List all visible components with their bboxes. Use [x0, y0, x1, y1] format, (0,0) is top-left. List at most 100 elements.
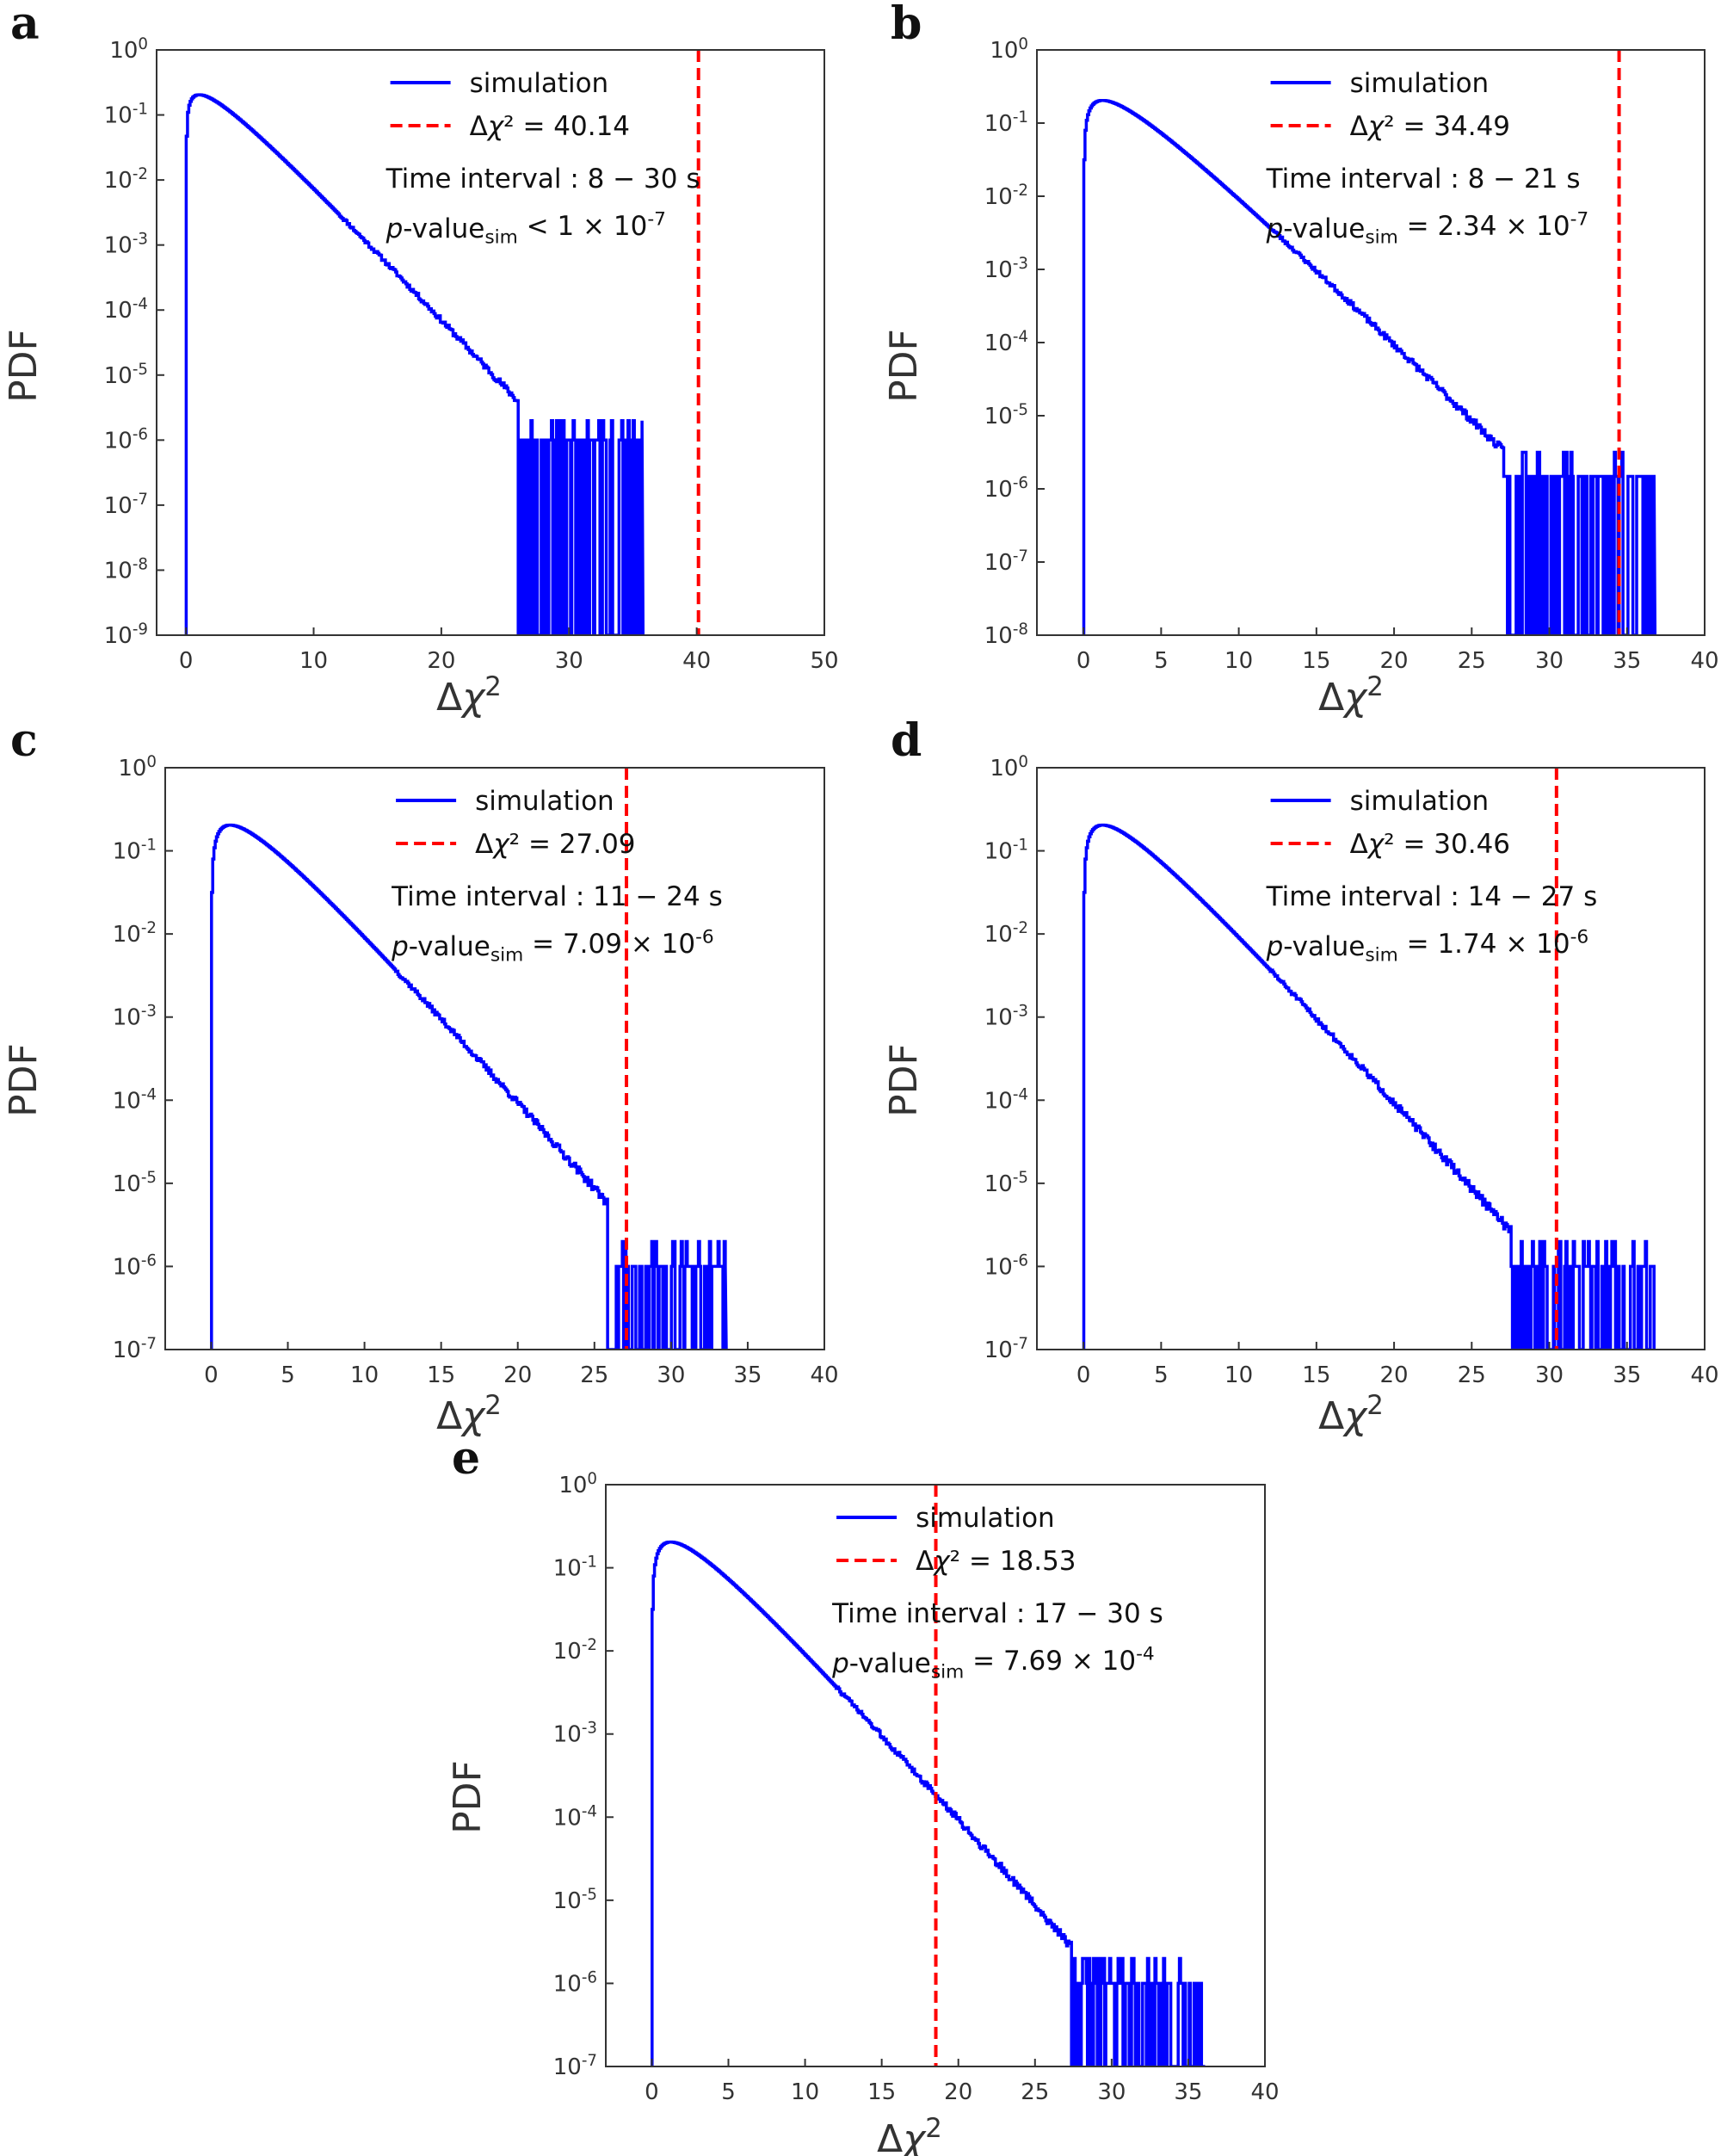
y-axis-label: PDF [2, 329, 46, 403]
y-tick-label: 10-8 [104, 555, 148, 584]
legend-pvalue-text: p-valuesim < 1 × 10-7 [386, 208, 666, 248]
y-axis-label: PDF [446, 1760, 490, 1834]
x-tick-label: 25 [580, 1362, 608, 1388]
x-tick-label: 0 [1076, 1362, 1091, 1388]
y-tick-label: 10-3 [984, 1003, 1028, 1031]
chart-panel-e: e 0 5 10 15 20 25 30 35 40 10-7 10-6 10-5 10-4 10-3 10-… [446, 1432, 1280, 2156]
simulation-series-line [1082, 98, 1657, 635]
x-tick-label: 20 [503, 1362, 532, 1388]
y-tick-label: 10-3 [113, 1003, 157, 1031]
panel-label: c [10, 714, 38, 767]
y-tick-label: 10-6 [984, 1251, 1028, 1280]
x-axis-label: Δχ2 [1318, 671, 1384, 720]
x-tick-label: 35 [1174, 2079, 1202, 2105]
legend-observed-label: Δχ² = 18.53 [916, 1546, 1076, 1577]
y-axis-label: PDF [882, 329, 926, 403]
legend-interval-text: Time interval : 14 − 27 s [1266, 881, 1598, 912]
x-tick-label: 30 [555, 648, 583, 674]
x-axis-label: Δχ2 [1318, 1390, 1384, 1438]
x-tick-label: 30 [1535, 648, 1564, 674]
y-tick-label: 10-6 [984, 474, 1028, 503]
x-tick-label: 10 [350, 1362, 379, 1388]
legend-pvalue-text: p-valuesim = 7.09 × 10-6 [391, 926, 714, 966]
x-tick-label: 5 [1154, 1362, 1169, 1388]
y-tick-label: 10-4 [984, 1085, 1028, 1114]
y-tick-label: 10-2 [553, 1636, 597, 1665]
y-tick-label: 10-7 [984, 547, 1028, 576]
x-axis-label: Δχ2 [877, 2113, 942, 2156]
x-tick-label: 50 [810, 648, 838, 674]
y-tick-label: 10-1 [104, 101, 148, 129]
x-tick-label: 20 [944, 2079, 972, 2105]
x-tick-label: 30 [1535, 1362, 1564, 1388]
simulation-series-line [210, 823, 728, 1350]
x-tick-label: 20 [1380, 1362, 1409, 1388]
y-tick-label: 10-7 [104, 491, 148, 519]
legend-pvalue-text: p-valuesim = 7.69 × 10-4 [831, 1643, 1155, 1683]
simulation-series-line [651, 1540, 1206, 2066]
x-tick-label: 10 [791, 2079, 819, 2105]
x-tick-label: 30 [657, 1362, 685, 1388]
y-tick-label: 100 [990, 35, 1028, 64]
legend-simulation-label: simulation [1350, 786, 1490, 817]
axes-frame [156, 49, 825, 636]
legend-observed-label: Δχ² = 34.49 [1350, 111, 1510, 142]
x-tick-label: 5 [281, 1362, 295, 1388]
x-tick-label: 0 [645, 2079, 659, 2105]
y-tick-label: 10-4 [984, 328, 1028, 356]
x-tick-label: 20 [1380, 648, 1409, 674]
panel-label: a [10, 0, 40, 50]
y-tick-label: 10-1 [984, 837, 1028, 865]
legend-simulation-label: simulation [475, 786, 614, 817]
y-tick-label: 10-1 [553, 1554, 597, 1582]
y-tick-label: 100 [118, 753, 157, 781]
panel-label: d [891, 714, 922, 767]
x-tick-label: 25 [1021, 2079, 1049, 2105]
y-tick-label: 10-9 [104, 621, 148, 649]
chart-panel-c: c 0 5 10 15 20 25 30 35 40 10-7 10-6 10-5 10-4 10-3 10-… [2, 714, 839, 1438]
y-tick-label: 10-5 [553, 1886, 597, 1914]
y-tick-label: 10-5 [984, 401, 1028, 429]
x-tick-label: 25 [1458, 648, 1486, 674]
x-tick-label: 0 [204, 1362, 219, 1388]
x-tick-label: 35 [1613, 648, 1641, 674]
simulation-series-line [1082, 823, 1656, 1350]
x-tick-label: 0 [1076, 648, 1091, 674]
y-tick-label: 100 [109, 35, 148, 64]
y-tick-label: 10-6 [113, 1251, 157, 1280]
panel-label: e [452, 1432, 480, 1485]
legend-interval-text: Time interval : 8 − 21 s [1266, 164, 1581, 195]
y-tick-label: 10-4 [113, 1085, 157, 1114]
axes-frame [164, 767, 825, 1350]
y-axis-label: PDF [882, 1043, 926, 1117]
x-tick-label: 40 [1250, 2079, 1279, 2105]
legend-interval-text: Time interval : 8 − 30 s [386, 164, 700, 195]
legend-observed-label: Δχ² = 40.14 [470, 111, 630, 142]
x-tick-label: 15 [1302, 1362, 1330, 1388]
x-tick-label: 35 [1613, 1362, 1641, 1388]
axes-frame [605, 1484, 1266, 2067]
y-tick-label: 10-7 [984, 1335, 1028, 1363]
chart-panel-d: d 0 5 10 15 20 25 30 35 40 10-7 10-6 10-5 10-4 10-3 10-… [882, 714, 1719, 1438]
x-tick-label: 30 [1097, 2079, 1126, 2105]
y-tick-label: 10-7 [553, 2052, 597, 2080]
chart-panel-b: b 0 5 10 15 20 25 30 35 40 10-8 10-7 10-6 10-5 10-4 10-… [882, 0, 1719, 720]
y-tick-label: 10-2 [113, 919, 157, 948]
panel-label: b [891, 0, 922, 50]
legend-simulation-label: simulation [916, 1503, 1055, 1534]
legend-observed-label: Δχ² = 30.46 [1350, 829, 1510, 860]
y-tick-label: 10-2 [104, 165, 148, 194]
x-tick-label: 40 [682, 648, 711, 674]
chart-panel-a: a 0 10 20 30 40 50 10-9 10-8 10-7 10-6 10-5 10-4 10-3… [2, 0, 839, 720]
y-axis-label: PDF [2, 1043, 46, 1117]
y-tick-label: 100 [558, 1470, 597, 1498]
x-tick-label: 5 [721, 2079, 736, 2105]
x-tick-label: 15 [867, 2079, 896, 2105]
y-tick-label: 10-7 [113, 1335, 157, 1363]
legend-pvalue-text: p-valuesim = 2.34 × 10-7 [1266, 208, 1589, 248]
y-tick-label: 10-8 [984, 621, 1028, 649]
y-tick-label: 10-1 [113, 837, 157, 865]
y-tick-label: 10-3 [553, 1720, 597, 1748]
legend-simulation-label: simulation [1350, 68, 1490, 99]
x-tick-label: 5 [1154, 648, 1169, 674]
